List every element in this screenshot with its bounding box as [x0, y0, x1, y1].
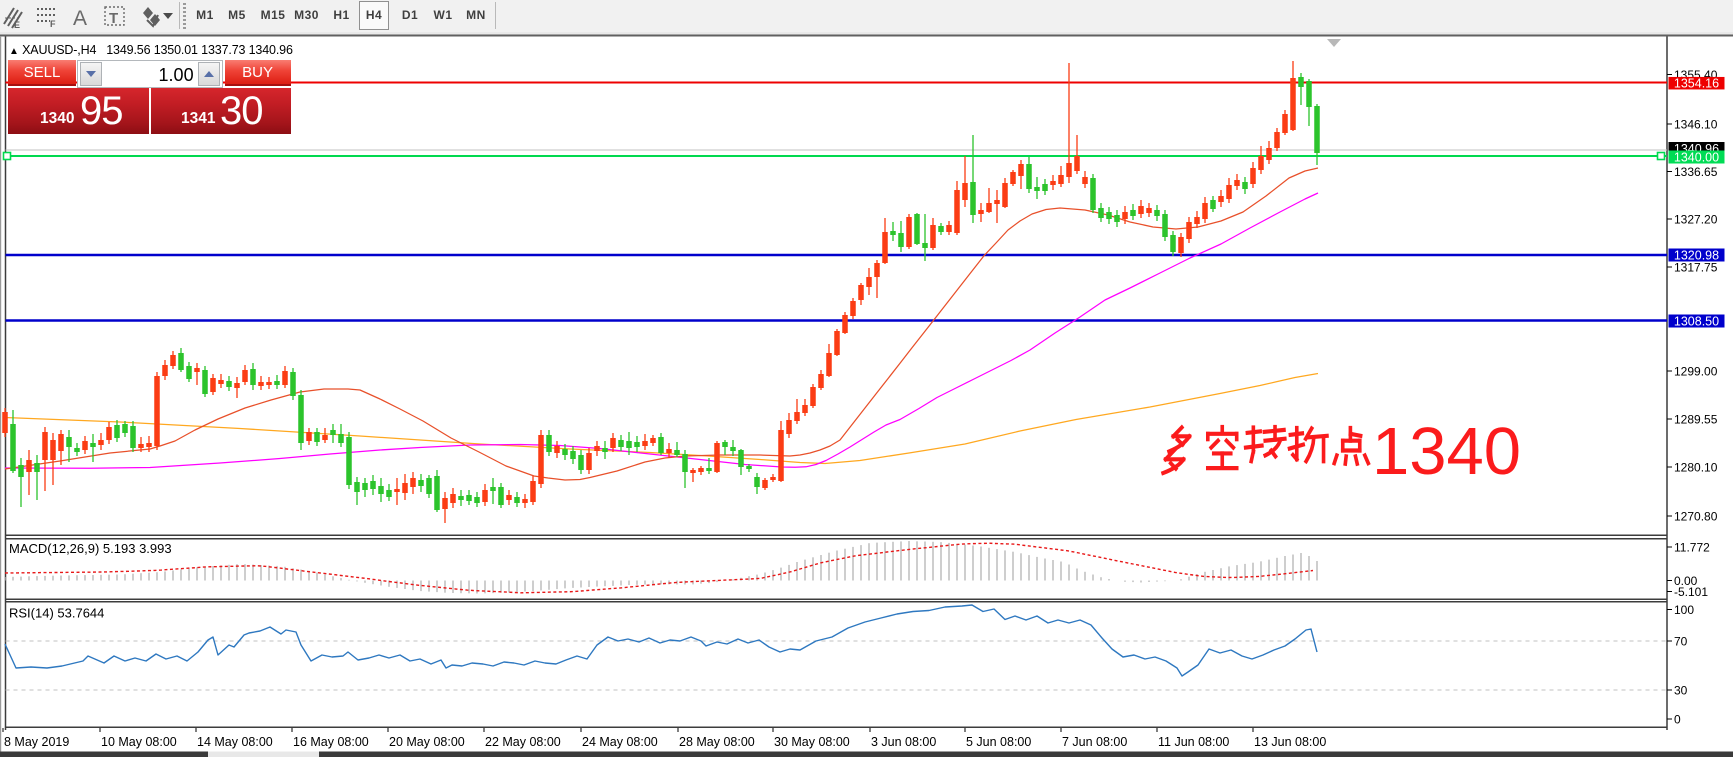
svg-text:T: T: [109, 10, 118, 27]
svg-text:1317.75: 1317.75: [1674, 261, 1718, 275]
svg-text:1340: 1340: [1372, 414, 1521, 489]
svg-text:1270.80: 1270.80: [1674, 510, 1718, 524]
svg-text:MACD(12,26,9) 5.193 3.993: MACD(12,26,9) 5.193 3.993: [9, 541, 172, 556]
svg-text:8 May 2019: 8 May 2019: [4, 735, 69, 749]
svg-text:20 May 08:00: 20 May 08:00: [389, 735, 465, 749]
svg-text:1354.16: 1354.16: [1674, 77, 1719, 91]
svg-text:30: 30: [1674, 684, 1688, 698]
svg-text:0: 0: [1674, 713, 1681, 727]
svg-text:16 May 08:00: 16 May 08:00: [293, 735, 369, 749]
svg-text:28 May 08:00: 28 May 08:00: [679, 735, 755, 749]
svg-text:7 Jun 08:00: 7 Jun 08:00: [1062, 735, 1127, 749]
svg-text:1336.65: 1336.65: [1674, 165, 1718, 179]
svg-text:0.00: 0.00: [1674, 574, 1698, 588]
svg-text:1327.20: 1327.20: [1674, 213, 1718, 227]
svg-text:1340.00: 1340.00: [1674, 151, 1719, 165]
svg-text:70: 70: [1674, 635, 1688, 649]
svg-text:11.772: 11.772: [1674, 541, 1710, 555]
svg-text:14 May 08:00: 14 May 08:00: [197, 735, 273, 749]
svg-text:A: A: [73, 7, 87, 30]
svg-text:3 Jun 08:00: 3 Jun 08:00: [871, 735, 936, 749]
svg-text:1320.98: 1320.98: [1674, 249, 1719, 263]
svg-text:22 May 08:00: 22 May 08:00: [485, 735, 561, 749]
svg-text:5 Jun 08:00: 5 Jun 08:00: [966, 735, 1031, 749]
svg-text:10 May 08:00: 10 May 08:00: [101, 735, 177, 749]
svg-text:RSI(14) 53.7644: RSI(14) 53.7644: [9, 606, 104, 621]
svg-text:F: F: [50, 19, 56, 29]
svg-text:24 May 08:00: 24 May 08:00: [582, 735, 658, 749]
svg-text:13 Jun 08:00: 13 Jun 08:00: [1254, 735, 1326, 749]
svg-text:30 May 08:00: 30 May 08:00: [774, 735, 850, 749]
svg-text:1289.55: 1289.55: [1674, 413, 1718, 427]
svg-text:1280.10: 1280.10: [1674, 461, 1718, 475]
svg-text:E: E: [14, 20, 20, 30]
svg-text:11 Jun 08:00: 11 Jun 08:00: [1158, 735, 1229, 749]
svg-text:100: 100: [1674, 603, 1694, 617]
svg-text:1308.50: 1308.50: [1674, 315, 1719, 329]
svg-text:1346.10: 1346.10: [1674, 118, 1718, 132]
svg-text:1299.00: 1299.00: [1674, 365, 1718, 379]
svg-text:-5.101: -5.101: [1674, 585, 1708, 599]
